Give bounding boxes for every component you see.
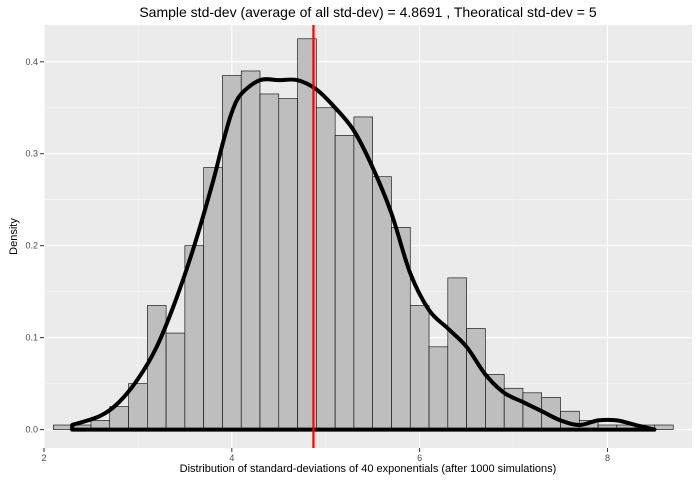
y-tick-label: 0.2 bbox=[25, 241, 38, 251]
x-tick-label: 8 bbox=[605, 453, 610, 463]
y-tick-label: 0.3 bbox=[25, 149, 38, 159]
histogram-bar bbox=[466, 328, 486, 430]
histogram-bar bbox=[391, 227, 411, 430]
histogram-bar bbox=[409, 305, 430, 430]
y-axis-title: Density bbox=[8, 218, 20, 255]
histogram-bar bbox=[184, 245, 204, 430]
x-axis-ticks: 2 4 6 8 bbox=[41, 448, 610, 463]
histogram-bar bbox=[278, 98, 298, 430]
histogram-bar bbox=[147, 305, 167, 430]
histogram-bar bbox=[654, 424, 674, 430]
x-tick-label: 4 bbox=[229, 453, 234, 463]
histogram-bar bbox=[334, 135, 355, 430]
histogram-bar bbox=[316, 107, 336, 430]
x-tick-label: 6 bbox=[417, 453, 422, 463]
x-axis-title: Distribution of standard-deviations of 4… bbox=[180, 463, 557, 475]
histogram-bar bbox=[53, 424, 73, 430]
chart-title: Sample std-dev (average of all std-dev) … bbox=[139, 4, 597, 20]
histogram-bar bbox=[165, 332, 186, 430]
histogram-bars bbox=[53, 38, 674, 430]
histogram-bar bbox=[259, 93, 280, 430]
density-curve bbox=[70, 77, 657, 432]
y-tick-label: 0.4 bbox=[25, 57, 38, 67]
y-tick-label: 0.1 bbox=[25, 333, 38, 343]
y-axis-ticks: 0.0 0.1 0.2 0.3 0.4 bbox=[25, 57, 44, 435]
histogram-bar bbox=[240, 70, 261, 430]
histogram-bar bbox=[447, 277, 467, 430]
histogram-bar bbox=[428, 346, 449, 430]
x-tick-label: 2 bbox=[41, 453, 46, 463]
y-tick-label: 0.0 bbox=[25, 425, 38, 435]
histogram-bar bbox=[372, 176, 392, 430]
